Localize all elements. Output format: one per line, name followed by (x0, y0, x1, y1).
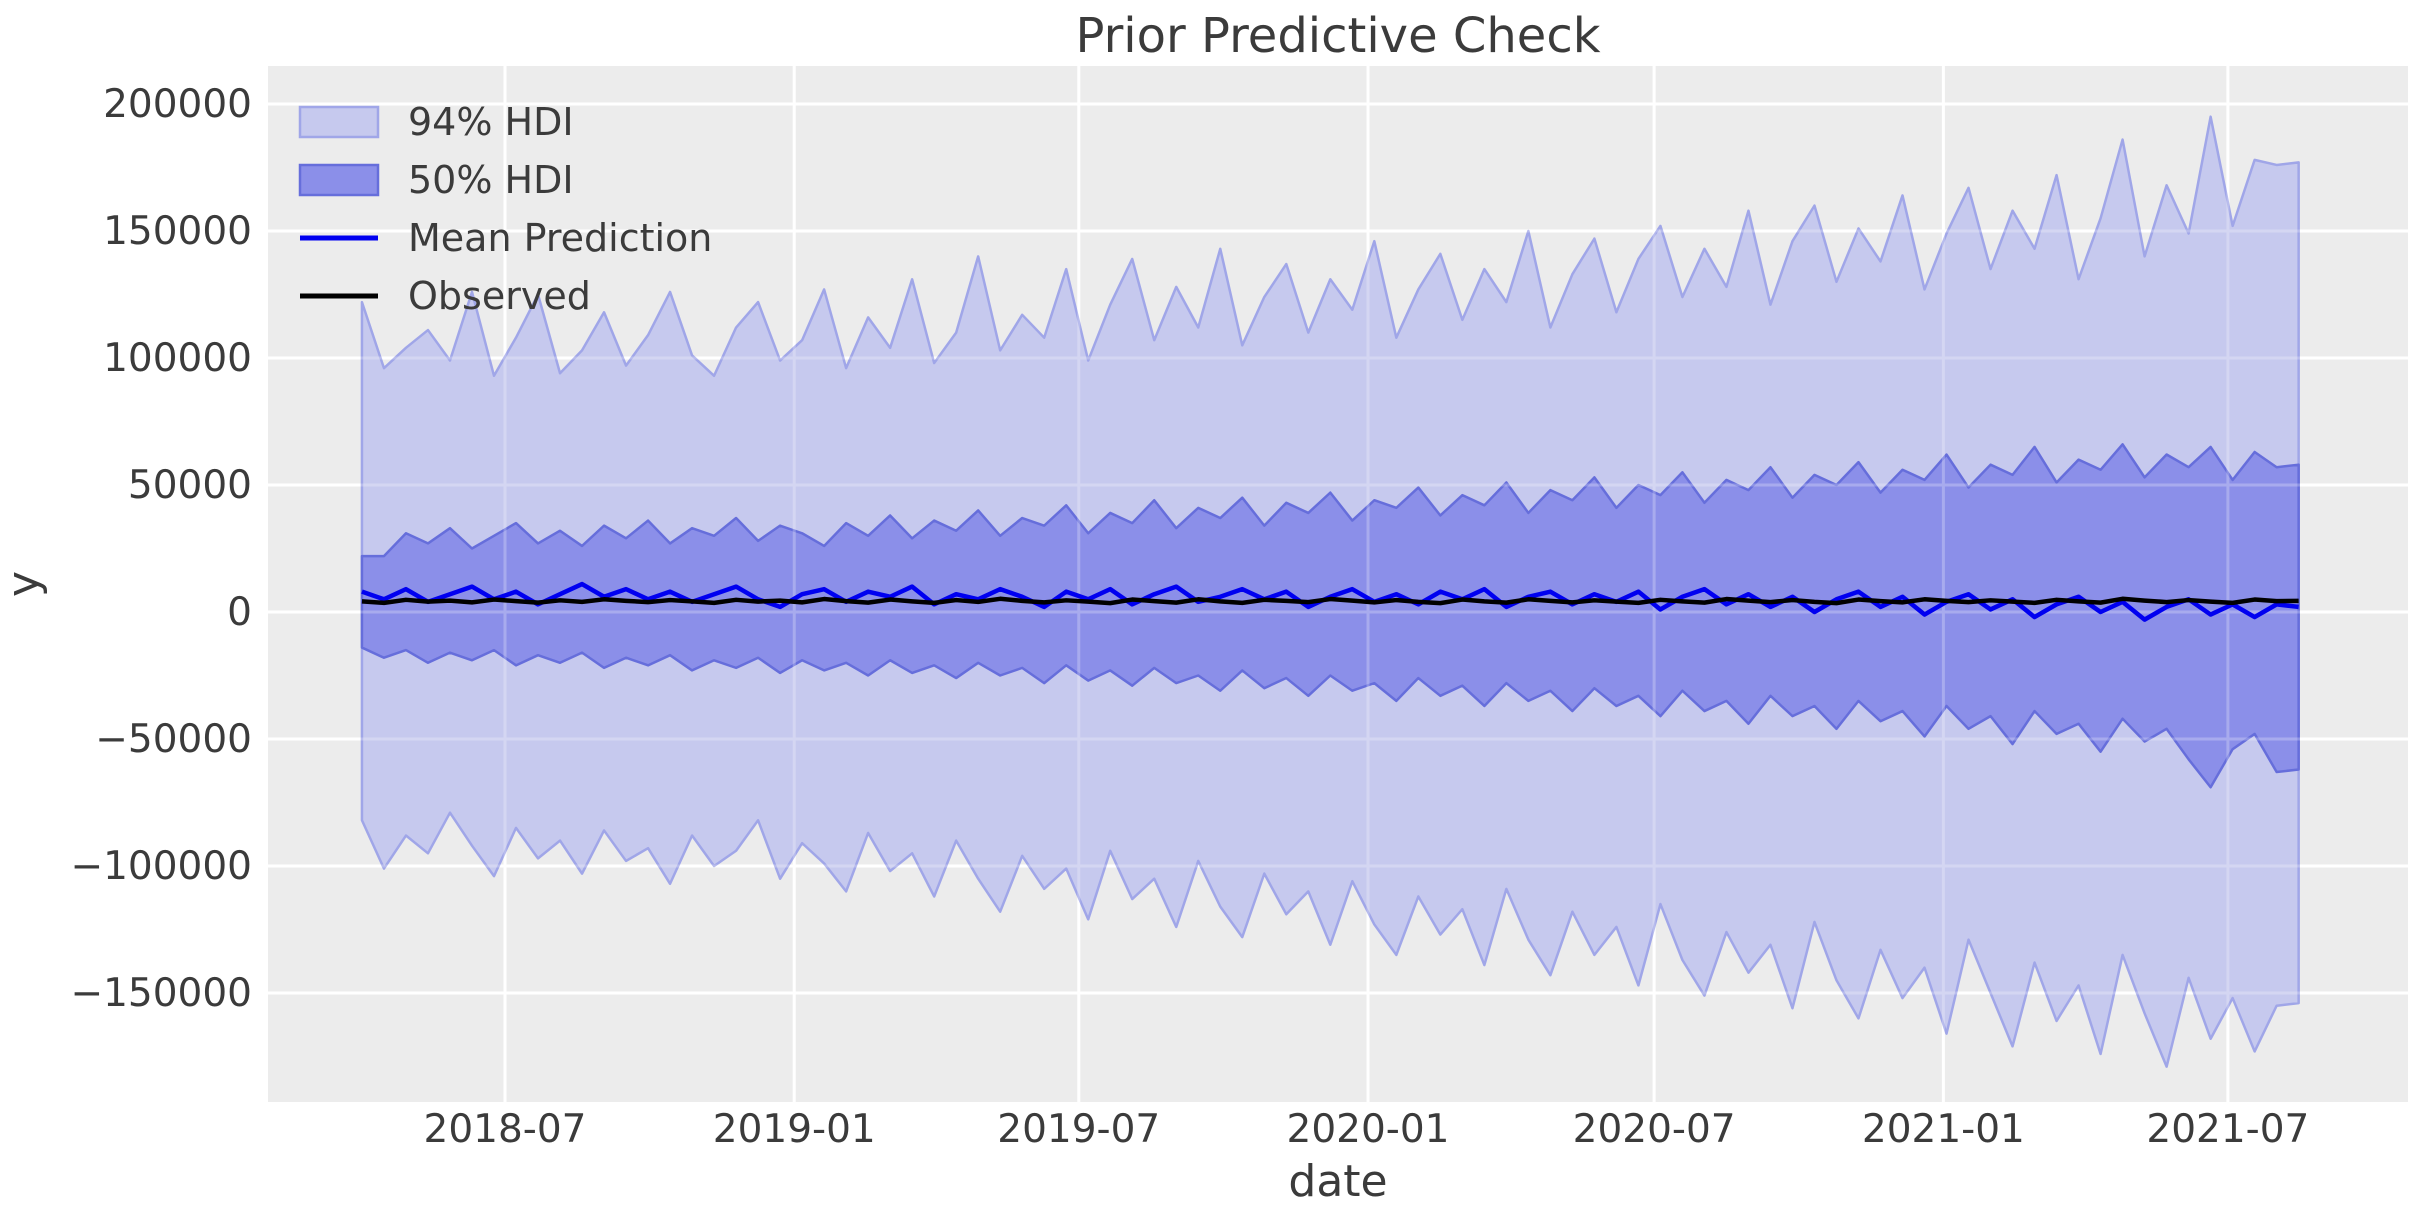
y-axis-label: y (0, 571, 49, 597)
x-tick-label: 2021-07 (2146, 1107, 2309, 1152)
legend-label-observed: Observed (408, 274, 591, 318)
x-tick-labels: 2018-07 2019-01 2019-07 2020-01 2020-07 2021-… (424, 1107, 2310, 1152)
y-tick-label: 0 (227, 590, 252, 635)
y-tick-label: 200000 (103, 82, 252, 127)
y-tick-label: −50000 (95, 717, 252, 762)
x-tick-label: 2018-07 (424, 1107, 587, 1152)
x-axis-label: date (1288, 1156, 1387, 1207)
y-tick-label: 50000 (128, 463, 252, 508)
x-tick-label: 2020-07 (1573, 1107, 1736, 1152)
gridlines-overlay (268, 66, 2408, 1102)
legend-swatch-94-hdi (298, 105, 380, 139)
legend-swatch-50-hdi (298, 163, 380, 197)
x-tick-label: 2019-07 (997, 1107, 1160, 1152)
x-tick-label: 2019-01 (713, 1107, 876, 1152)
x-tick-label: 2020-01 (1287, 1107, 1450, 1152)
hdi-50-band (360, 443, 2300, 789)
legend-label-mean-prediction: Mean Prediction (408, 216, 712, 260)
y-tick-labels: 200000 150000 100000 50000 0 −50000 −100000 −15… (70, 82, 252, 1016)
chart-title: Prior Predictive Check (1075, 8, 1600, 64)
observed-line (361, 596, 2299, 606)
y-tick-label: −150000 (70, 971, 252, 1016)
legend: 94% HDI 50% HDI Mean Prediction Observed (298, 100, 712, 318)
x-tick-label: 2021-01 (1862, 1107, 2025, 1152)
y-tick-label: 100000 (103, 336, 252, 381)
legend-label-94-hdi: 94% HDI (408, 100, 574, 144)
legend-label-50-hdi: 50% HDI (408, 158, 574, 202)
data-lines (361, 581, 2299, 622)
y-tick-label: −100000 (70, 844, 252, 889)
y-tick-label: 150000 (103, 209, 252, 254)
hdi-bands (360, 115, 2300, 1068)
